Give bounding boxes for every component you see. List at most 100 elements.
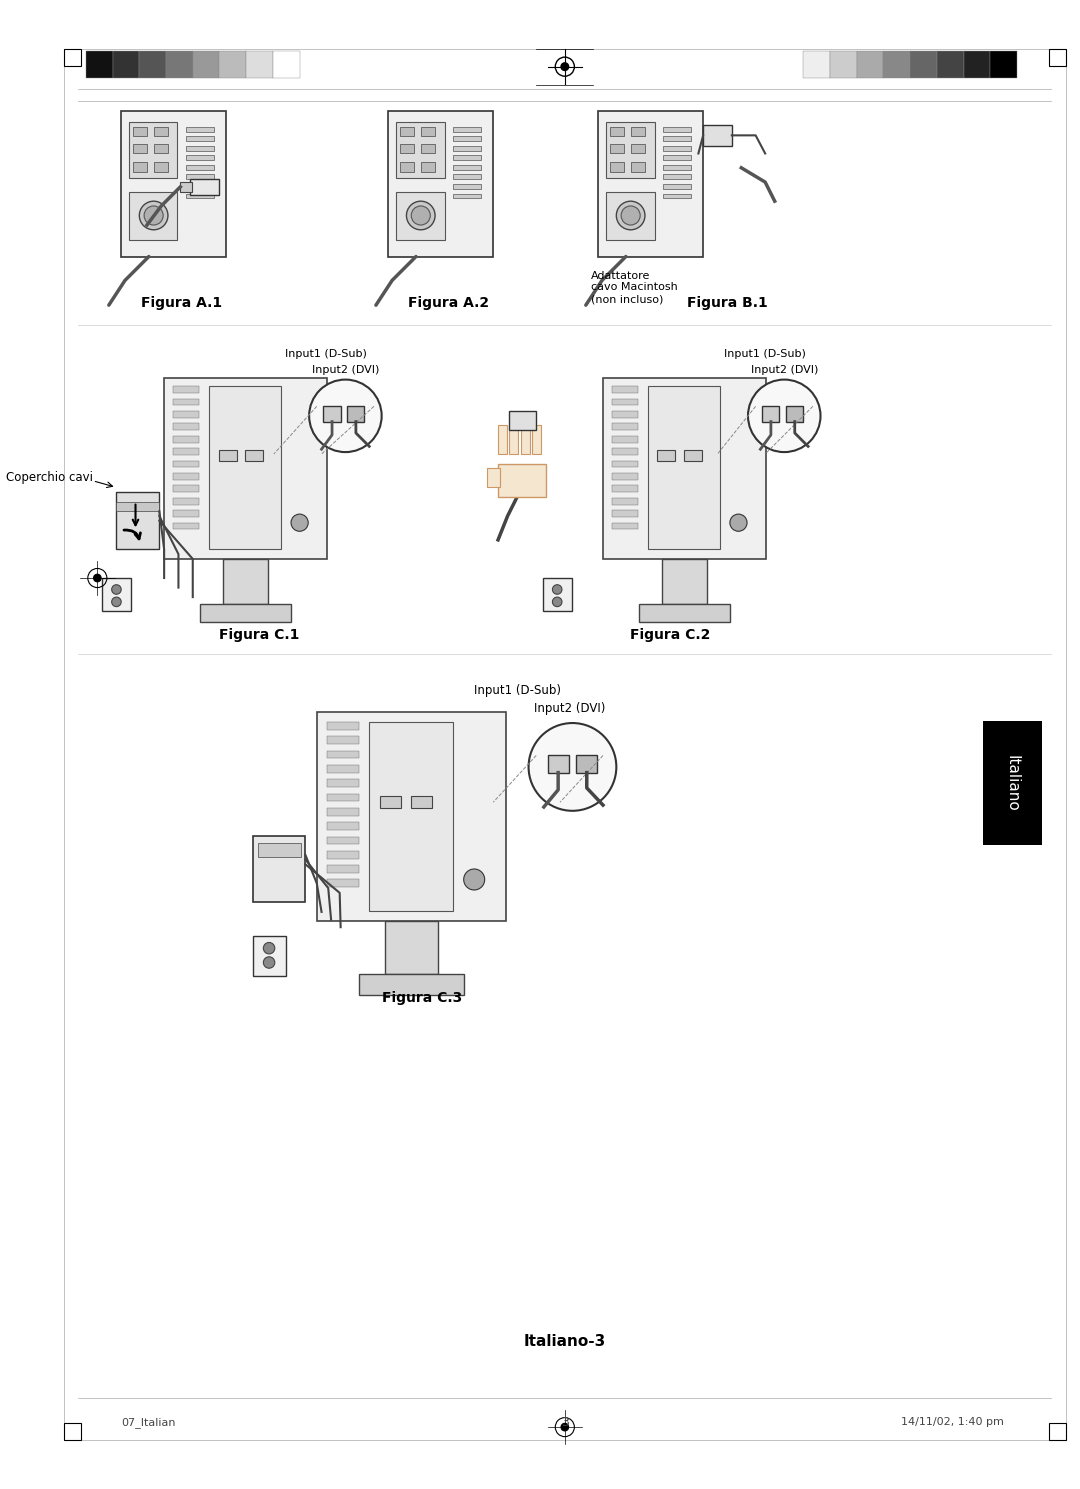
Bar [273,52,299,77]
Bar [224,558,268,603]
Bar [598,110,703,256]
Bar [380,795,401,809]
Bar [173,423,200,430]
Bar [611,411,638,418]
Text: Italiano-3: Italiano-3 [524,1334,606,1349]
Circle shape [528,724,617,812]
Bar [327,722,359,730]
Bar [327,865,359,873]
Bar [663,194,691,198]
Ellipse shape [463,870,485,890]
Bar [153,127,168,137]
Bar [201,603,291,622]
Bar [639,603,730,622]
Bar [631,127,645,137]
Text: Input1 (D-Sub): Input1 (D-Sub) [285,348,367,359]
Bar [396,122,445,179]
Circle shape [139,201,168,229]
Bar [173,411,200,418]
Circle shape [561,63,569,70]
Bar [64,49,81,66]
Text: Input1 (D-Sub): Input1 (D-Sub) [725,348,806,359]
Bar [611,511,638,517]
Bar [658,450,675,460]
Bar [611,474,638,479]
Bar [133,127,147,137]
Bar [936,52,963,77]
Text: Input1 (D-Sub): Input1 (D-Sub) [474,683,561,697]
Bar [323,406,340,421]
Bar [327,750,359,758]
Circle shape [561,1423,569,1431]
Bar [684,450,702,460]
Bar [129,192,177,240]
Bar [245,450,264,460]
Circle shape [111,585,121,594]
Circle shape [411,205,430,225]
Bar [246,52,273,77]
Bar [786,406,804,421]
Bar [611,399,638,405]
Bar [454,185,481,189]
Circle shape [553,597,562,606]
Bar [153,144,168,153]
Bar [359,974,463,995]
Bar [543,578,571,612]
Bar [856,52,883,77]
Circle shape [111,597,121,606]
Bar [983,721,1042,846]
Bar [454,137,481,141]
Bar [606,122,654,179]
Bar [663,155,691,161]
Bar [173,511,200,517]
Bar [411,795,432,809]
Bar [487,469,500,487]
Bar [117,502,160,511]
Bar [577,755,597,773]
Bar [166,52,192,77]
Text: Italiano: Italiano [1004,755,1020,812]
Bar [218,450,237,460]
Bar [173,386,200,393]
Bar [173,485,200,493]
Ellipse shape [730,514,747,532]
Bar [1049,1423,1066,1440]
Text: Input2 (DVI): Input2 (DVI) [751,365,818,375]
Bar [663,185,691,189]
Bar [192,52,219,77]
Bar [400,127,414,137]
Bar [180,182,192,192]
Bar [208,386,282,549]
Circle shape [94,575,102,582]
Bar [186,127,214,131]
Text: Figura C.1: Figura C.1 [219,628,300,642]
Bar [606,192,654,240]
Text: 07_Italian: 07_Italian [121,1418,176,1428]
Text: Figura C.3: Figura C.3 [381,990,462,1005]
Bar [611,436,638,442]
Bar [631,144,645,153]
Bar [327,779,359,788]
Bar [703,125,732,146]
Bar [112,52,139,77]
Bar [164,378,327,558]
Bar [663,146,691,150]
Bar [611,423,638,430]
Bar [1049,49,1066,66]
Bar [963,52,990,77]
Bar [86,52,112,77]
Bar [327,765,359,773]
Bar [610,162,624,171]
Circle shape [309,380,381,453]
Bar [121,110,226,256]
Bar [611,460,638,468]
Bar [611,523,638,530]
Bar [611,497,638,505]
Bar [327,837,359,844]
Bar [327,850,359,859]
Bar [454,127,481,131]
Bar [610,127,624,137]
Bar [804,52,831,77]
Bar [400,144,414,153]
Text: Input2 (DVI): Input2 (DVI) [534,703,605,715]
